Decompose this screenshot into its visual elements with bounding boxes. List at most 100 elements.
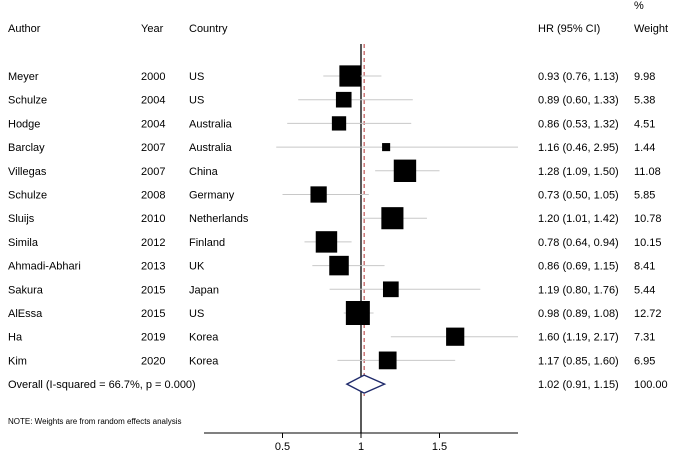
study-author: Ahmadi-Abhari — [8, 261, 81, 273]
study-author: Simila — [8, 237, 39, 249]
study-year: 2020 — [141, 355, 165, 367]
study-year: 2013 — [141, 261, 165, 273]
overall-row: Overall (I-squared = 66.7%, p = 0.000) 1.… — [8, 379, 668, 391]
study-year: 2019 — [141, 332, 165, 344]
study-row: Kim 2020 Korea 1.17 (0.85, 1.60) 6.95 — [8, 355, 655, 367]
study-row: Sluijs 2010 Netherlands 1.20 (1.01, 1.42) 10… — [8, 213, 662, 225]
study-weight: 4.51 — [634, 118, 655, 130]
study-weight: 8.41 — [634, 261, 655, 273]
study-row: Villegas 2007 China 1.28 (1.09, 1.50) 11.08 — [8, 166, 661, 178]
study-weight: 5.44 — [634, 284, 655, 296]
study-row: Hodge 2004 Australia 0.86 (0.53, 1.32) 4.51 — [8, 118, 655, 130]
study-author: Barclay — [8, 142, 45, 154]
study-year: 2007 — [141, 166, 165, 178]
study-year: 2015 — [141, 308, 165, 320]
study-country: Germany — [189, 190, 235, 202]
study-year: 2000 — [141, 71, 165, 83]
study-hr-ci: 1.17 (0.85, 1.60) — [538, 355, 619, 367]
study-weight: 12.72 — [634, 308, 662, 320]
study-author: Sluijs — [8, 213, 35, 225]
study-year: 2004 — [141, 118, 165, 130]
study-row: Simila 2012 Finland 0.78 (0.64, 0.94) 10.15 — [8, 237, 662, 249]
effect-marker — [335, 91, 352, 108]
header-hr: HR (95% CI) — [538, 23, 600, 35]
study-country: US — [189, 308, 204, 320]
study-weight: 9.98 — [634, 71, 655, 83]
study-country: Korea — [189, 355, 219, 367]
study-country: China — [189, 166, 219, 178]
effect-marker — [382, 143, 391, 152]
study-weight: 1.44 — [634, 142, 655, 154]
study-row: Schulze 2008 Germany 0.73 (0.50, 1.05) 5.85 — [8, 190, 655, 202]
study-weight: 10.78 — [634, 213, 662, 225]
study-country: US — [189, 95, 204, 107]
overall-label: Overall (I-squared = 66.7%, p = 0.000) — [8, 379, 196, 391]
study-author: AlEssa — [8, 308, 43, 320]
effect-marker — [393, 159, 417, 182]
study-author: Schulze — [8, 95, 47, 107]
study-hr-ci: 0.93 (0.76, 1.13) — [538, 71, 619, 83]
overall-hr-ci: 1.02 (0.91, 1.15) — [538, 379, 619, 391]
study-hr-ci: 0.86 (0.53, 1.32) — [538, 118, 619, 130]
overall-weight: 100.00 — [634, 379, 668, 391]
study-year: 2008 — [141, 190, 165, 202]
study-hr-ci: 1.28 (1.09, 1.50) — [538, 166, 619, 178]
study-country: UK — [189, 261, 205, 273]
study-hr-ci: 1.19 (0.80, 1.76) — [538, 284, 619, 296]
study-country: Korea — [189, 332, 219, 344]
effect-marker — [310, 186, 327, 203]
effect-marker — [315, 231, 338, 253]
study-rows: Meyer 2000 US 0.93 (0.76, 1.13) 9.98 Schulze 2… — [8, 71, 668, 391]
study-row: Ha 2019 Korea 1.60 (1.19, 2.17) 7.31 — [8, 332, 655, 344]
effect-marker — [331, 116, 347, 131]
study-year: 2015 — [141, 284, 165, 296]
footnote: NOTE: Weights are from random effects an… — [8, 417, 182, 426]
study-row: Ahmadi-Abhari 2013 UK 0.86 (0.69, 1.15) 8.41 — [8, 261, 655, 273]
effect-marker — [378, 351, 397, 370]
study-year: 2012 — [141, 237, 165, 249]
header-author: Author — [8, 23, 41, 35]
study-author: Schulze — [8, 190, 47, 202]
study-row: Schulze 2004 US 0.89 (0.60, 1.33) 5.38 — [8, 95, 655, 107]
study-year: 2007 — [141, 142, 165, 154]
study-author: Kim — [8, 355, 27, 367]
study-hr-ci: 0.73 (0.50, 1.05) — [538, 190, 619, 202]
header-country: Country — [189, 23, 228, 35]
study-row: Meyer 2000 US 0.93 (0.76, 1.13) 9.98 — [8, 71, 655, 83]
effect-marker — [381, 207, 404, 230]
effect-marker — [382, 281, 399, 298]
study-hr-ci: 0.86 (0.69, 1.15) — [538, 261, 619, 273]
study-country: Netherlands — [189, 213, 249, 225]
effect-marker — [446, 327, 465, 346]
study-row: Sakura 2015 Japan 1.19 (0.80, 1.76) 5.44 — [8, 284, 655, 296]
effect-marker — [339, 65, 361, 87]
study-year: 2004 — [141, 95, 165, 107]
study-hr-ci: 1.16 (0.46, 2.95) — [538, 142, 619, 154]
study-weight: 6.95 — [634, 355, 655, 367]
plot-area — [276, 44, 518, 433]
study-weight: 5.38 — [634, 95, 655, 107]
study-year: 2010 — [141, 213, 165, 225]
study-row: AlEssa 2015 US 0.98 (0.89, 1.08) 12.72 — [8, 308, 662, 320]
study-hr-ci: 0.98 (0.89, 1.08) — [538, 308, 619, 320]
study-hr-ci: 1.60 (1.19, 2.17) — [538, 332, 619, 344]
study-hr-ci: 0.78 (0.64, 0.94) — [538, 237, 619, 249]
study-weight: 5.85 — [634, 190, 655, 202]
study-author: Hodge — [8, 118, 40, 130]
study-country: US — [189, 71, 204, 83]
x-tick-label: 0.5 — [275, 441, 290, 452]
study-author: Ha — [8, 332, 23, 344]
header-weight-unit: % — [634, 0, 644, 12]
study-author: Meyer — [8, 71, 39, 83]
study-weight: 11.08 — [634, 166, 661, 178]
overall-diamond — [345, 374, 387, 394]
header-year: Year — [141, 23, 164, 35]
study-hr-ci: 1.20 (1.01, 1.42) — [538, 213, 619, 225]
effect-marker — [345, 301, 370, 325]
x-axis: 0.5 1 1.5 — [204, 432, 518, 452]
effect-marker — [329, 255, 349, 276]
study-country: Australia — [189, 118, 233, 130]
table-header: Author Year Country HR (95% CI) % Weight — [8, 0, 668, 35]
study-hr-ci: 0.89 (0.60, 1.33) — [538, 95, 619, 107]
